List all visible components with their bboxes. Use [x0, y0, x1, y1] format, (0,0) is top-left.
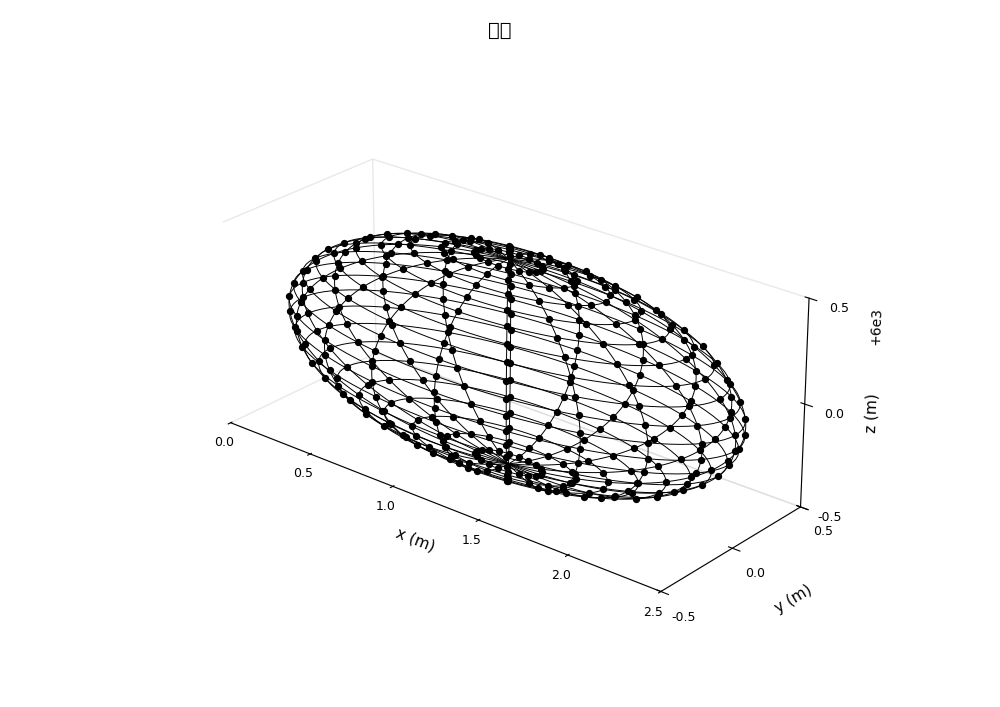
Y-axis label: y (m): y (m): [773, 582, 815, 616]
X-axis label: x (m): x (m): [394, 526, 437, 554]
Title: 整体: 整体: [488, 21, 512, 40]
